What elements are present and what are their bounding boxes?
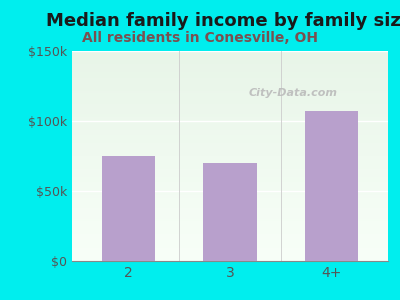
Text: All residents in Conesville, OH: All residents in Conesville, OH	[82, 32, 318, 46]
Bar	[204, 163, 256, 261]
Title: Median family income by family size: Median family income by family size	[46, 12, 400, 30]
Text: City-Data.com: City-Data.com	[249, 88, 338, 98]
Bar	[306, 111, 358, 261]
Bar	[102, 156, 154, 261]
